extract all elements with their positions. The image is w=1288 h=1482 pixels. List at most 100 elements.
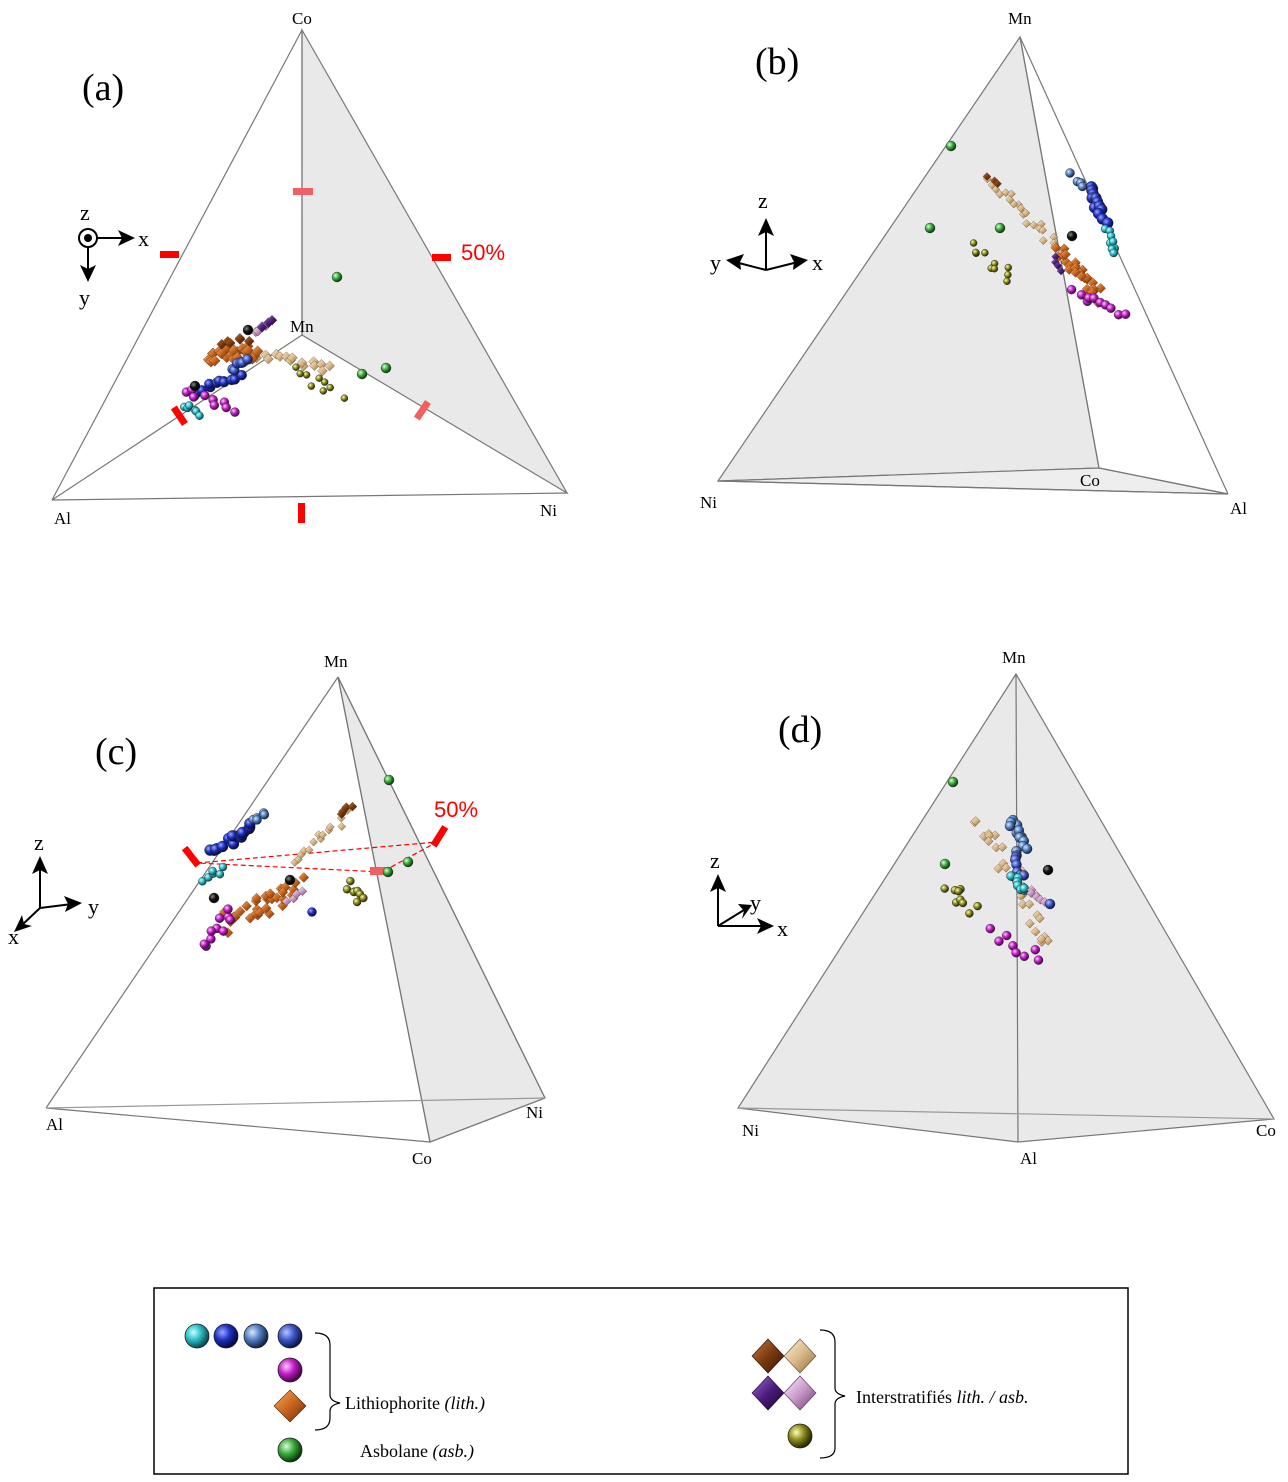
- axis-label-z: z: [758, 188, 768, 213]
- axis-arrowhead-y: [64, 896, 82, 912]
- data-point-olive: [990, 265, 999, 273]
- legend-diamond-pink: [783, 1375, 817, 1411]
- data-point-olive: [321, 378, 329, 386]
- data-point-tan: [296, 357, 308, 369]
- data-point-steel: [1021, 843, 1033, 854]
- legend-diamond-tan: [783, 1338, 817, 1374]
- legend-sphere-blue: [213, 1323, 239, 1349]
- panel-d: (d) Mn Ni Al Co z y x: [710, 648, 1276, 1168]
- data-point-olive: [1004, 263, 1012, 272]
- panel-c-edge: [337, 676, 431, 1143]
- data-point-blue: [216, 840, 229, 853]
- data-point-brown: [234, 333, 246, 344]
- data-point-magenta: [1033, 955, 1044, 965]
- data-point-tan: [1036, 934, 1047, 944]
- panel-c-axis-triad: z x y: [8, 830, 99, 949]
- data-point-orange: [215, 347, 228, 360]
- data-point-cyan: [184, 401, 194, 410]
- panel-c-points: [198, 774, 414, 951]
- data-point-magenta: [223, 904, 233, 914]
- panel-c-edge: [45, 1107, 431, 1143]
- data-point-tan: [1029, 220, 1038, 230]
- panel-b-points: [924, 140, 1131, 320]
- data-point-orange: [234, 906, 246, 917]
- data-point-dark: [208, 892, 220, 904]
- panel-a-edge: [51, 29, 303, 501]
- data-point-dark: [242, 324, 254, 336]
- axis-arrow-x: [21, 907, 41, 926]
- data-point-tan: [337, 822, 346, 831]
- data-point-olive: [359, 893, 368, 903]
- legend-sphere-green: [277, 1437, 303, 1463]
- data-point-dark: [1042, 864, 1054, 876]
- data-point-cyan: [215, 870, 225, 879]
- data-point-tan: [1022, 219, 1031, 228]
- data-point-green: [356, 368, 368, 380]
- data-point-olive: [302, 371, 311, 379]
- axis-arrowhead-z: [710, 874, 726, 892]
- data-point-orange: [254, 907, 265, 918]
- panel-b-edge: [717, 480, 1229, 495]
- data-point-royal: [242, 354, 253, 365]
- axis-out-of-page-dot: [84, 234, 92, 242]
- axis-arrow-x: [765, 261, 799, 271]
- data-point-brown: [993, 179, 1002, 189]
- data-point-magenta: [1019, 951, 1030, 961]
- panel-a-edge: [51, 492, 568, 501]
- panel-a-points: [180, 271, 392, 420]
- data-point-tan: [1030, 926, 1041, 937]
- panel-d-points: [939, 776, 1056, 965]
- panel-c-face: [337, 676, 546, 1143]
- data-point-purple: [1053, 261, 1063, 270]
- data-point-magenta: [994, 936, 1004, 946]
- data-point-orange: [1095, 283, 1106, 294]
- data-point-orange: [241, 900, 252, 912]
- panel-a-marker: [293, 188, 313, 195]
- panel-a-vertex-al: Al: [54, 509, 71, 528]
- legend-sphere-steel: [243, 1323, 269, 1349]
- data-point-cyan: [195, 411, 204, 420]
- data-point-steel: [1065, 168, 1075, 178]
- panel-c-marker: [370, 867, 392, 875]
- data-point-olive: [1003, 277, 1011, 285]
- panel-a: (a) Co Mn Al Ni 50% z x y: [51, 9, 569, 528]
- data-point-orange: [244, 912, 256, 924]
- data-point-green: [994, 222, 1006, 234]
- data-point-tan: [318, 830, 327, 840]
- data-point-green: [382, 866, 394, 878]
- data-point-tan: [1024, 899, 1035, 910]
- axis-arrowhead-y: [726, 254, 744, 270]
- legend-box: [153, 1287, 1129, 1475]
- data-point-olive: [954, 887, 963, 896]
- data-point-steel: [259, 810, 270, 820]
- data-point-tan: [1009, 199, 1019, 209]
- panel-a-marker-label: 50%: [461, 240, 505, 265]
- panel-a-marker: [170, 405, 188, 426]
- panel-c-50pct-plane: [196, 841, 438, 873]
- panel-c-vertex-ni: Ni: [526, 1103, 543, 1122]
- data-point-olive: [292, 363, 300, 371]
- data-point-magenta: [218, 926, 229, 936]
- axis-arrowhead-y: [738, 904, 752, 919]
- legend-inter-label: Interstratifiés lith. / asb.: [856, 1387, 1028, 1407]
- data-point-tan: [1001, 863, 1011, 873]
- data-point-pink: [281, 896, 292, 907]
- panel-a-face: [301, 27, 569, 495]
- data-point-tan: [993, 863, 1004, 874]
- axis-label-x: x: [138, 226, 149, 251]
- panel-c-label: (c): [95, 731, 137, 773]
- data-point-green: [380, 362, 392, 374]
- data-point-magenta: [1066, 284, 1077, 295]
- panel-a-vertex-ni: Ni: [540, 501, 557, 520]
- panel-c-edge: [45, 676, 339, 1109]
- data-point-cyan: [198, 877, 207, 886]
- data-point-brown: [982, 172, 992, 181]
- data-point-tan: [1038, 225, 1047, 235]
- panel-b-edge: [1019, 36, 1229, 495]
- data-point-magenta: [200, 390, 210, 401]
- data-point-orange: [208, 355, 221, 367]
- data-point-magenta: [221, 402, 231, 413]
- data-point-olive: [973, 901, 982, 911]
- data-point-tan: [971, 816, 981, 826]
- panel-d-vertex-co: Co: [1256, 1121, 1276, 1140]
